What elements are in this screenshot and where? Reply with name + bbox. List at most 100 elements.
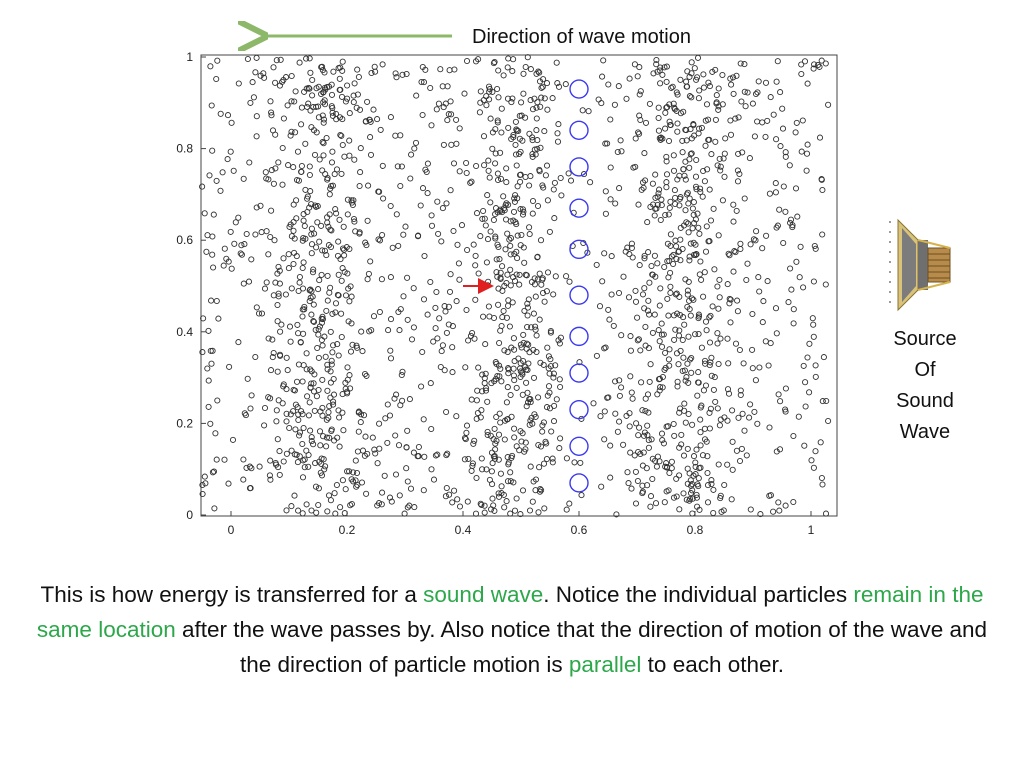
- particle: [604, 140, 611, 147]
- particle: [447, 187, 454, 194]
- particle: [518, 231, 525, 239]
- particle: [699, 452, 707, 459]
- particle: [642, 177, 649, 184]
- particle: [743, 452, 750, 459]
- particle: [818, 474, 825, 482]
- particle: [686, 93, 693, 100]
- particle: [455, 260, 462, 267]
- particle: [677, 236, 684, 243]
- particle: [593, 352, 600, 359]
- particle: [687, 151, 694, 158]
- particle: [754, 118, 761, 125]
- particle: [317, 469, 324, 476]
- particle: [632, 468, 639, 475]
- particle: [272, 79, 279, 86]
- particle: [296, 273, 303, 281]
- particle: [357, 145, 364, 152]
- particle: [376, 237, 384, 244]
- particle: [663, 63, 670, 70]
- particle: [435, 100, 442, 107]
- particle: [632, 135, 639, 142]
- particle: [566, 500, 573, 507]
- particle: [505, 297, 512, 304]
- particle: [403, 465, 410, 472]
- particle: [546, 389, 553, 396]
- particle: [240, 280, 247, 287]
- particle: [524, 323, 531, 331]
- particle: [774, 58, 781, 65]
- particle: [683, 78, 690, 85]
- particle: [491, 507, 498, 514]
- particle: [661, 263, 668, 271]
- particle: [387, 274, 394, 281]
- particle: [636, 112, 643, 119]
- particle: [806, 340, 813, 347]
- particle: [549, 455, 556, 462]
- particle: [209, 251, 216, 258]
- particle: [493, 256, 500, 263]
- particle: [494, 119, 501, 126]
- particle: [318, 460, 325, 467]
- particle: [476, 109, 483, 116]
- particle: [714, 162, 721, 169]
- particle: [472, 58, 480, 65]
- particle: [550, 370, 557, 377]
- particle: [674, 128, 681, 135]
- particle: [299, 264, 306, 272]
- particle: [670, 420, 677, 428]
- particle: [223, 255, 230, 262]
- wave-direction-label: Direction of wave motion: [472, 26, 691, 48]
- particle: [306, 163, 313, 170]
- particle: [340, 427, 347, 434]
- particle: [735, 114, 742, 121]
- particle: [664, 258, 671, 265]
- particle: [303, 55, 310, 62]
- particle: [734, 308, 741, 315]
- particle: [321, 466, 328, 473]
- particle: [344, 468, 351, 475]
- particle: [683, 137, 690, 144]
- particle: [608, 253, 615, 260]
- particle: [495, 301, 502, 308]
- particle: [256, 463, 263, 470]
- particle: [663, 423, 670, 430]
- particle: [274, 301, 281, 309]
- particle: [605, 306, 612, 313]
- particle: [499, 287, 506, 294]
- particle: [512, 118, 519, 125]
- particle: [500, 205, 507, 212]
- particle: [463, 422, 471, 429]
- particle: [269, 127, 277, 134]
- particle: [378, 501, 385, 508]
- particle: [387, 316, 395, 323]
- particle: [744, 89, 751, 96]
- particle: [645, 409, 652, 416]
- particle: [321, 333, 328, 340]
- particle: [550, 418, 558, 425]
- particle: [659, 437, 666, 444]
- particle: [660, 331, 667, 338]
- particle: [803, 167, 810, 174]
- particle: [265, 251, 272, 258]
- particle: [389, 244, 396, 251]
- particle: [243, 464, 250, 471]
- particle: [702, 142, 709, 149]
- particle: [467, 332, 475, 339]
- particle: [642, 407, 649, 415]
- particle: [290, 260, 297, 268]
- particle: [424, 160, 431, 167]
- particle: [802, 403, 809, 410]
- particle: [204, 365, 211, 372]
- particle: [809, 315, 816, 322]
- particle: [364, 450, 371, 457]
- particle: [437, 66, 444, 73]
- particle: [521, 259, 528, 266]
- particle: [656, 458, 663, 465]
- particle: [636, 64, 643, 71]
- particle: [510, 56, 517, 63]
- particle: [354, 344, 361, 351]
- particle: [366, 116, 373, 123]
- particle: [724, 386, 732, 393]
- particle: [396, 492, 403, 499]
